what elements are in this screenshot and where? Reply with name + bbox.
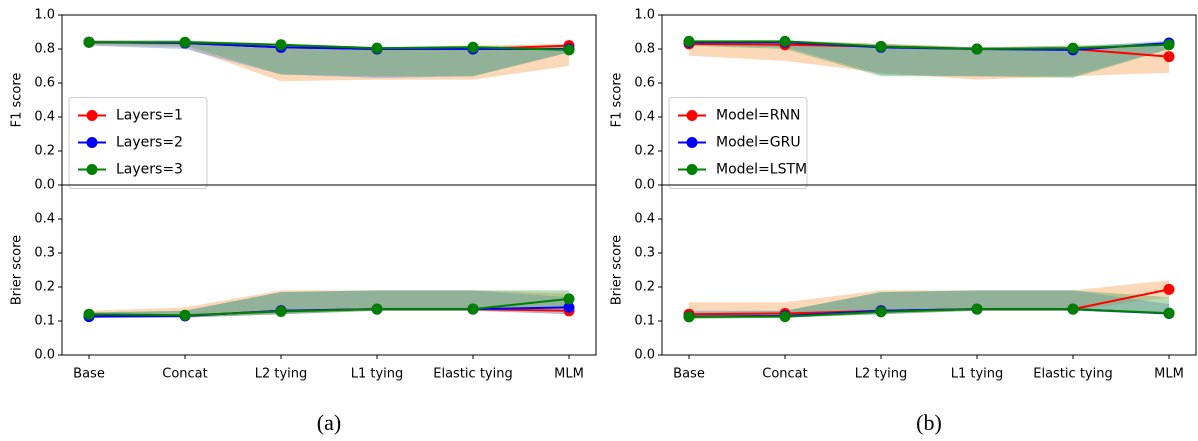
y-tick-label: 0.0 (634, 348, 655, 363)
marker (563, 44, 575, 56)
y-tick-label: 0.8 (634, 42, 655, 57)
x-tick-label: MLM (1154, 367, 1184, 382)
axes-frame (661, 184, 1197, 356)
y-tick-label: 0.4 (34, 212, 55, 227)
y-tick-label: 0.6 (34, 76, 55, 91)
x-tick-label: Elastic tying (1033, 367, 1112, 382)
y-tick-label: 0.8 (34, 42, 55, 57)
marker (779, 311, 791, 323)
marker (371, 42, 383, 54)
legend-box (668, 97, 808, 189)
marker (83, 308, 95, 320)
marker (179, 309, 191, 321)
x-tick-label: L1 tying (951, 367, 1004, 382)
marker (875, 40, 887, 52)
y-tick-label: 0.2 (634, 280, 655, 295)
y-tick-label: 0.4 (634, 212, 655, 227)
legend-label: Layers=2 (116, 135, 183, 151)
x-tick-label: Concat (762, 367, 807, 382)
marker (971, 43, 983, 55)
x-tick-label: Base (73, 367, 105, 382)
series-line (688, 308, 1170, 318)
marker (971, 303, 983, 315)
x-tick-label: L1 tying (351, 367, 404, 382)
y-tick-label: 0.1 (34, 314, 55, 329)
y-tick-label: 0.3 (634, 246, 655, 261)
marker (275, 39, 287, 51)
marker (1163, 283, 1175, 295)
y-tick-label: 0.0 (34, 178, 55, 193)
legend-label: Layers=1 (116, 108, 183, 124)
marker (467, 303, 479, 315)
legend-marker (86, 164, 98, 175)
legend-label: Model=LSTM (716, 162, 807, 178)
y-tick-label: 0.2 (634, 144, 655, 159)
series-line (89, 41, 570, 51)
y-axis-label: F1 score (610, 73, 625, 128)
marker (683, 35, 695, 47)
range-band (89, 40, 569, 82)
legend-marker (686, 137, 698, 148)
marker (1163, 51, 1175, 63)
y-tick-label: 0.3 (34, 246, 55, 261)
marker (779, 35, 791, 47)
y-tick-label: 0.0 (34, 348, 55, 363)
legend-box (68, 97, 208, 189)
axes-frame (61, 184, 597, 356)
range-band (89, 290, 569, 318)
caption: (b) (916, 410, 942, 435)
y-tick-label: 0.4 (634, 110, 655, 125)
legend-label: Model=GRU (716, 135, 801, 151)
x-tick-label: Base (673, 367, 705, 382)
range-band (89, 290, 569, 318)
marker (371, 303, 383, 315)
marker (1163, 307, 1175, 319)
range-band (689, 290, 1169, 318)
y-tick-label: 0.2 (34, 280, 55, 295)
x-tick-label: L2 tying (855, 367, 908, 382)
y-tick-label: 0.1 (634, 314, 655, 329)
legend-marker (86, 137, 98, 148)
marker (275, 305, 287, 317)
legend-label: Layers=3 (116, 162, 183, 178)
legend-label: Model=RNN (716, 108, 800, 124)
marker (563, 293, 575, 305)
marker (563, 301, 575, 313)
y-tick-label: 1.0 (34, 8, 55, 23)
y-tick-label: 0.2 (34, 144, 55, 159)
legend-marker (86, 110, 98, 121)
marker (83, 36, 95, 48)
marker (467, 41, 479, 53)
marker (683, 311, 695, 323)
legend-marker (686, 110, 698, 121)
marker (179, 36, 191, 48)
marker (1163, 39, 1175, 51)
x-tick-label: MLM (554, 367, 584, 382)
y-tick-label: 1.0 (634, 8, 655, 23)
marker (1067, 42, 1079, 54)
x-tick-label: L2 tying (255, 367, 308, 382)
marker (875, 306, 887, 318)
legend-marker (686, 164, 698, 175)
series-line (88, 297, 570, 317)
series-line (689, 40, 1170, 51)
x-tick-label: Elastic tying (433, 367, 512, 382)
y-tick-label: 0.0 (634, 178, 655, 193)
marker (1067, 303, 1079, 315)
caption: (a) (317, 410, 341, 435)
range-band (89, 290, 569, 318)
y-axis-label: Brier score (10, 235, 25, 305)
y-tick-label: 0.6 (634, 76, 655, 91)
y-axis-label: F1 score (10, 73, 25, 128)
x-tick-label: Concat (162, 367, 207, 382)
y-axis-label: Brier score (610, 235, 625, 305)
y-tick-label: 0.4 (34, 110, 55, 125)
